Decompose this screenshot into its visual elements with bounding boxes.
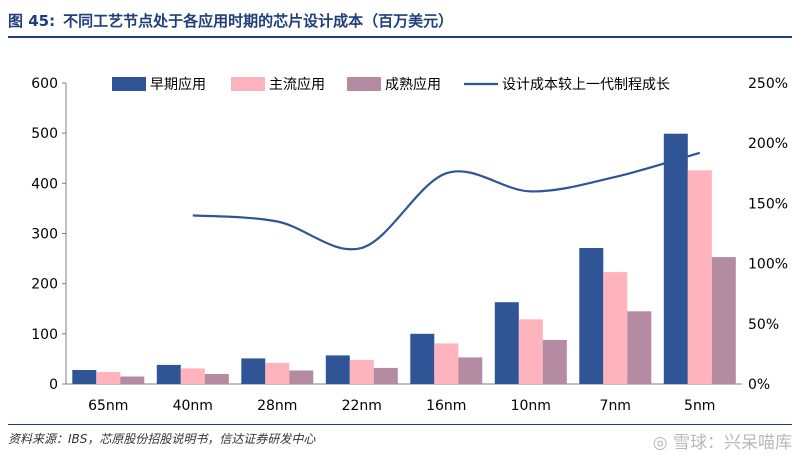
source-divider: [8, 424, 792, 425]
bar-22nm-s0: [325, 355, 350, 384]
legend-label-0: 早期应用: [150, 76, 206, 93]
y2-tick-label: 100%: [748, 257, 788, 273]
watermark: ◎ 雪球：兴呆喵库: [652, 433, 792, 453]
bar-10nm-s1: [518, 319, 543, 384]
bar-7nm-s0: [579, 248, 604, 384]
y-tick-label: 0: [49, 377, 58, 393]
axes: 0 100 200 300 400 500 600 0% 50% 100% 150% 200% 250%…: [31, 76, 788, 414]
source-note: 资料来源：IBS，芯原股份招股说明书，信达证券研发中心: [8, 432, 316, 446]
y-tick-label: 500: [31, 126, 58, 142]
y-tick-label: 300: [31, 227, 58, 243]
bar-28nm-s2: [289, 370, 314, 384]
growth-line: [192, 151, 701, 251]
x-tick-label: 28nm: [257, 398, 297, 414]
growth-line-layer: [192, 151, 701, 251]
bars: [72, 133, 736, 384]
legend: 早期应用 主流应用 成熟应用 设计成本较上一代制程成长: [112, 76, 670, 93]
bar-5nm-s1: [687, 170, 712, 384]
x-tick-label: 65nm: [88, 398, 128, 414]
figure-title-text: 不同工艺节点处于各应用时期的芯片设计成本（百万美元）: [63, 12, 454, 30]
figure-title: 图 45: 不同工艺节点处于各应用时期的芯片设计成本（百万美元）: [8, 10, 453, 31]
bar-65nm-s0: [72, 370, 97, 384]
legend-label-3: 设计成本较上一代制程成长: [502, 77, 670, 93]
x-tick-label: 22nm: [342, 398, 382, 414]
bar-22nm-s1: [349, 359, 374, 384]
x-tick-label: 10nm: [511, 398, 551, 414]
x-tick-label: 40nm: [173, 398, 213, 414]
bar-40nm-s0: [156, 364, 181, 384]
y-tick-label: 100: [31, 327, 58, 343]
bar-65nm-s1: [96, 372, 121, 384]
x-tick-label: 5nm: [684, 398, 715, 414]
bar-5nm-s2: [711, 257, 736, 384]
bar-16nm-s2: [458, 357, 483, 384]
bar-7nm-s1: [603, 272, 628, 384]
legend-swatch-1: [231, 77, 265, 91]
bar-65nm-s2: [120, 376, 145, 384]
bar-7nm-s2: [627, 311, 652, 384]
y2-tick-label: 150%: [748, 196, 788, 212]
x-tick-label: 7nm: [600, 398, 631, 414]
bar-28nm-s0: [241, 358, 266, 384]
title-divider: [8, 36, 792, 38]
legend-label-2: 成熟应用: [385, 76, 441, 93]
y2-tick-label: 250%: [748, 76, 788, 92]
legend-swatch-0: [112, 77, 146, 91]
bar-16nm-s1: [434, 343, 459, 384]
bar-40nm-s1: [180, 368, 205, 384]
bar-5nm-s0: [663, 133, 688, 384]
legend-label-1: 主流应用: [269, 76, 325, 93]
x-tick-label: 16nm: [426, 398, 466, 414]
y-tick-label: 600: [31, 76, 58, 92]
figure-number: 图 45:: [8, 12, 56, 30]
legend-swatch-2: [347, 77, 381, 91]
y-tick-label: 200: [31, 277, 58, 293]
bar-28nm-s1: [265, 362, 290, 384]
y-tick-label: 400: [31, 176, 58, 192]
y2-tick-label: 0%: [748, 377, 770, 393]
bar-16nm-s0: [410, 333, 435, 384]
y2-tick-label: 200%: [748, 136, 788, 152]
chart: 0 100 200 300 400 500 600 0% 50% 100% 150% 200% 250%…: [31, 76, 788, 414]
bar-22nm-s2: [373, 367, 398, 384]
bar-40nm-s2: [204, 374, 229, 384]
y2-tick-label: 50%: [748, 317, 779, 333]
bar-10nm-s0: [494, 302, 519, 384]
bar-10nm-s2: [542, 339, 567, 384]
